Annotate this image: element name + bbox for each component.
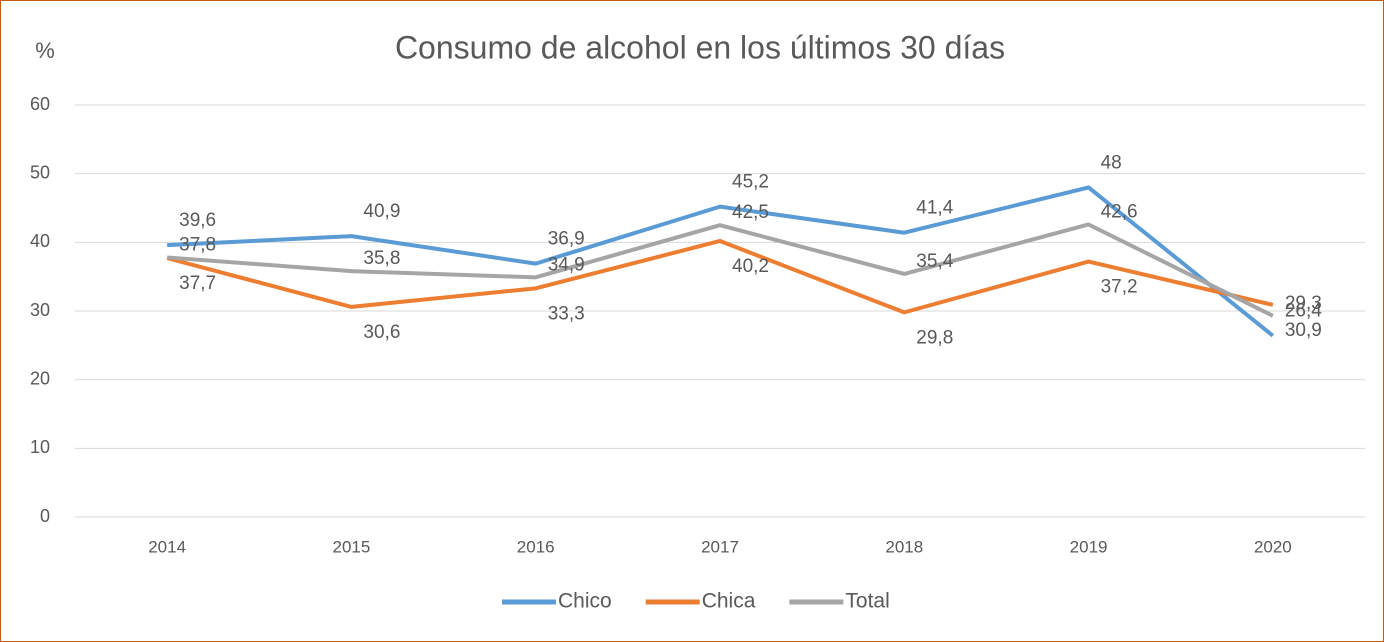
data-label: 37,8 (179, 234, 216, 255)
data-label: 29,3 (1285, 293, 1322, 314)
x-tick-label: 2015 (333, 537, 371, 556)
data-label: 39,6 (179, 210, 216, 231)
data-label: 41,4 (916, 198, 953, 219)
y-tick-label: 30 (30, 300, 50, 320)
y-tick-label: 40 (30, 231, 50, 251)
data-label: 35,4 (916, 251, 953, 272)
y-axis-label: % (35, 38, 55, 63)
data-label: 30,9 (1285, 320, 1322, 341)
x-tick-label: 2020 (1254, 537, 1292, 556)
x-tick-label: 2017 (701, 537, 739, 556)
data-label: 33,3 (548, 303, 585, 324)
data-label: 40,9 (363, 201, 400, 222)
data-label: 36,9 (548, 229, 585, 250)
series-line (167, 185, 1275, 338)
data-label: 29,8 (916, 327, 953, 348)
y-tick-label: 50 (30, 162, 50, 182)
y-tick-label: 20 (30, 368, 50, 388)
data-label: 40,2 (732, 256, 769, 277)
x-tick-label: 2014 (148, 537, 186, 556)
data-label: 37,2 (1101, 277, 1138, 298)
y-tick-label: 0 (40, 506, 50, 526)
chart-title: Consumo de alcohol en los últimos 30 día… (395, 29, 1005, 65)
legend-label: Chica (702, 590, 756, 613)
data-label: 42,6 (1101, 201, 1138, 222)
y-tick-label: 60 (30, 94, 50, 114)
data-label: 34,9 (548, 254, 585, 275)
data-label: 48 (1101, 152, 1122, 173)
series-line (166, 238, 1274, 315)
series-line (166, 222, 1274, 318)
x-tick-label: 2019 (1070, 537, 1108, 556)
data-label: 35,8 (363, 248, 400, 269)
legend-label: Total (845, 590, 889, 613)
x-tick-label: 2016 (517, 537, 555, 556)
data-label: 37,7 (179, 273, 216, 294)
y-tick-label: 10 (30, 437, 50, 457)
legend-label: Chico (558, 590, 612, 613)
data-label: 42,5 (732, 202, 769, 223)
data-label: 26,4 (1285, 301, 1322, 322)
x-tick-label: 2018 (885, 537, 923, 556)
data-label: 45,2 (732, 172, 769, 193)
data-label: 30,6 (363, 322, 400, 343)
